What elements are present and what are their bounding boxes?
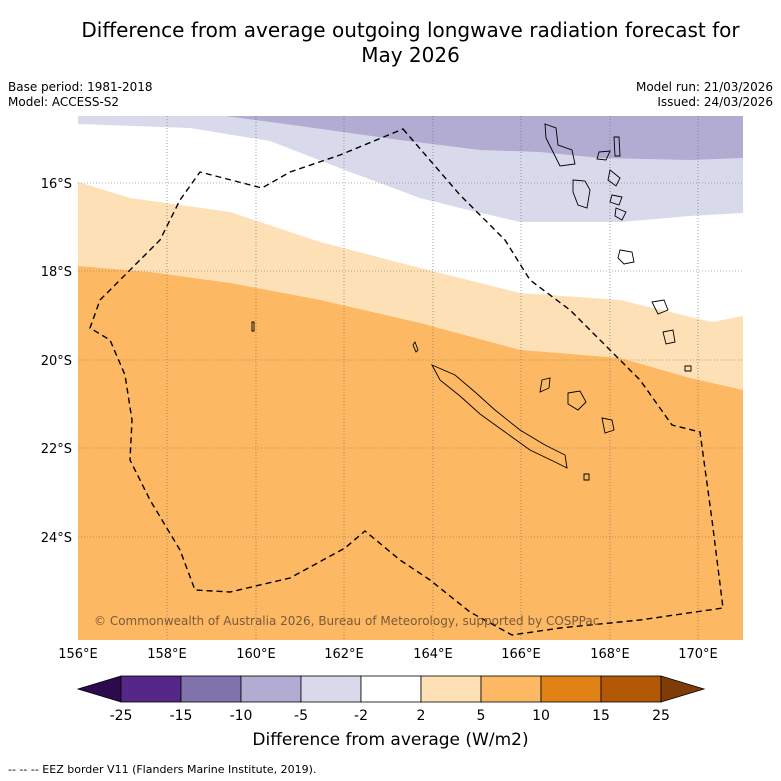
eez-legend-footer: -- -- -- EEZ border V11 (Flanders Marine… bbox=[8, 763, 317, 776]
x-tick-162: 162°E bbox=[324, 647, 364, 662]
x-tick-168: 168°E bbox=[590, 647, 630, 662]
belep-islands bbox=[412, 341, 419, 353]
title-line-2: May 2026 bbox=[361, 43, 460, 67]
cbar-extend-high bbox=[660, 675, 706, 703]
maewo-island bbox=[613, 136, 621, 157]
lifou-island bbox=[567, 390, 587, 411]
y-tick-18s: 18°S bbox=[41, 265, 72, 280]
pentecost-island bbox=[607, 169, 621, 187]
cbar-tick-2: -15 bbox=[170, 708, 193, 724]
erromango-island bbox=[651, 299, 669, 315]
copyright-credit: © Commonwealth of Australia 2026, Bureau… bbox=[94, 614, 600, 628]
y-tick-20s: 20°S bbox=[41, 354, 72, 369]
ambae-island bbox=[596, 150, 611, 161]
ouvea-island bbox=[539, 377, 551, 393]
model-run: Model run: 21/03/2026 bbox=[635, 80, 773, 94]
y-axis: 16°S 18°S 20°S 22°S 24°S bbox=[41, 177, 72, 546]
y-tick-16s: 16°S bbox=[41, 177, 72, 192]
cbar-seg-4 bbox=[300, 675, 362, 703]
cbar-seg-8 bbox=[540, 675, 602, 703]
grande-terre-island bbox=[430, 364, 568, 469]
aneityum-island bbox=[684, 365, 692, 372]
cbar-seg-6 bbox=[420, 675, 482, 703]
cbar-tick-8: 10 bbox=[532, 708, 550, 724]
chesterfield-islands bbox=[251, 321, 255, 332]
espiritu-santo-island bbox=[544, 123, 576, 167]
cbar-tick-10: 25 bbox=[652, 708, 670, 724]
meta-left: Base period: 1981-2018 Model: ACCESS-S2 bbox=[8, 80, 153, 110]
model-name: Model: ACCESS-S2 bbox=[8, 95, 120, 109]
gridlines bbox=[78, 116, 743, 640]
mare-island bbox=[601, 417, 615, 434]
y-tick-22s: 22°S bbox=[41, 442, 72, 457]
x-tick-156: 156°E bbox=[58, 647, 98, 662]
cbar-tick-1: -25 bbox=[110, 708, 133, 724]
cbar-tick-3: -10 bbox=[230, 708, 253, 724]
cbar-seg-7 bbox=[480, 675, 542, 703]
x-tick-170: 170°E bbox=[678, 647, 718, 662]
tanna-island bbox=[662, 329, 676, 345]
y-tick-24s: 24°S bbox=[41, 531, 72, 546]
map-title: Difference from average outgoing longwav… bbox=[20, 18, 781, 68]
cbar-seg-3 bbox=[240, 675, 302, 703]
cbar-seg-5 bbox=[360, 675, 422, 703]
x-tick-164: 164°E bbox=[413, 647, 453, 662]
isle-of-pines bbox=[583, 473, 590, 481]
cbar-seg-2 bbox=[180, 675, 242, 703]
cbar-tick-6: 2 bbox=[417, 708, 426, 724]
cbar-seg-1 bbox=[120, 675, 182, 703]
epi-island bbox=[614, 207, 627, 221]
meta-right: Model run: 21/03/2026 Issued: 24/03/2026 bbox=[636, 80, 773, 110]
colorbar-title: Difference from average (W/m2) bbox=[252, 730, 529, 750]
map-area bbox=[78, 116, 743, 640]
cbar-tick-7: 5 bbox=[477, 708, 486, 724]
cbar-tick-9: 15 bbox=[592, 708, 610, 724]
ambrym-island bbox=[609, 194, 623, 206]
cbar-seg-9 bbox=[600, 675, 662, 703]
efate-island bbox=[617, 249, 635, 265]
x-axis: 156°E 158°E 160°E 162°E 164°E 166°E 168°… bbox=[58, 647, 718, 662]
cbar-tick-5: -2 bbox=[354, 708, 368, 724]
malakula-island bbox=[572, 179, 591, 209]
colorbar: -25 -15 -10 -5 -2 2 5 10 15 25 bbox=[76, 675, 706, 724]
band-minus5-minus10 bbox=[225, 116, 743, 160]
title-line-1: Difference from average outgoing longwav… bbox=[81, 18, 740, 42]
islands bbox=[251, 123, 692, 481]
base-period: Base period: 1981-2018 bbox=[8, 80, 153, 94]
x-tick-160: 160°E bbox=[236, 647, 276, 662]
x-tick-166: 166°E bbox=[501, 647, 541, 662]
cbar-extend-low bbox=[76, 675, 122, 703]
issued-date: Issued: 24/03/2026 bbox=[657, 95, 773, 109]
cbar-tick-4: -5 bbox=[294, 708, 308, 724]
x-tick-158: 158°E bbox=[147, 647, 187, 662]
